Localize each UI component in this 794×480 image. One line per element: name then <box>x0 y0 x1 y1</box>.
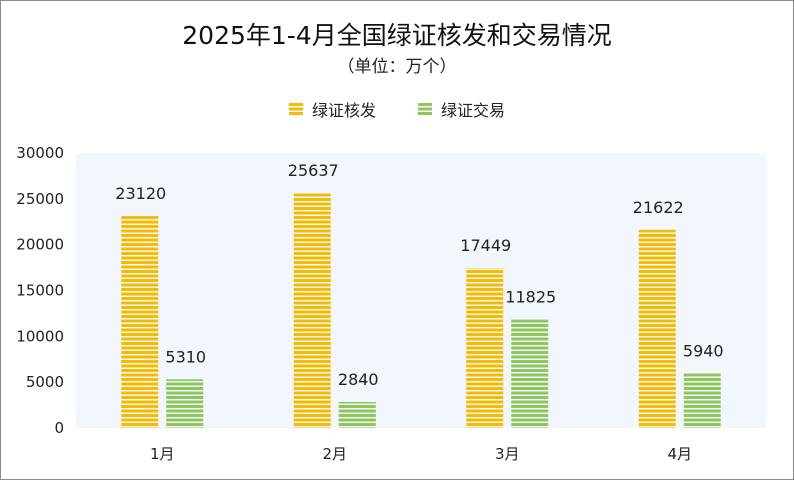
data-label-traded: 11825 <box>505 288 556 307</box>
legend-label-traded: 绿证交易 <box>441 101 506 120</box>
y-tick-label: 0 <box>54 419 64 437</box>
y-tick-label: 10000 <box>16 327 64 345</box>
legend-swatch-traded <box>418 102 432 116</box>
bar-issued <box>466 268 504 428</box>
legend-label-issued: 绿证核发 <box>311 101 376 120</box>
x-tick-label: 4月 <box>667 445 692 463</box>
legend-swatch-issued <box>288 102 303 116</box>
bar-traded <box>511 319 549 428</box>
chart-subtitle: （单位：万个） <box>337 57 457 77</box>
data-label-traded: 5940 <box>683 342 724 361</box>
data-label-traded: 5310 <box>165 347 206 366</box>
chart-title: 2025年1-4月全国绿证核发和交易情况 <box>182 21 612 50</box>
x-tick-label: 1月 <box>150 445 175 463</box>
bar-traded <box>166 379 204 428</box>
data-label-issued: 25637 <box>288 161 339 180</box>
x-tick-label: 2月 <box>322 445 347 463</box>
legend-item-traded: 绿证交易 <box>418 97 505 121</box>
bar-traded <box>683 373 721 428</box>
y-tick-label: 30000 <box>16 144 64 162</box>
legend: 绿证核发 绿证交易 <box>0 97 794 121</box>
x-tick-label: 3月 <box>495 445 520 463</box>
bar-issued <box>121 216 159 428</box>
y-tick-label: 5000 <box>26 373 64 391</box>
data-label-issued: 21622 <box>633 198 684 217</box>
legend-item-issued: 绿证核发 <box>288 97 376 121</box>
data-label-issued: 17449 <box>460 236 511 255</box>
bar-issued <box>638 229 676 428</box>
y-tick-label: 15000 <box>16 282 64 300</box>
bar-traded <box>338 401 376 428</box>
data-label-issued: 23120 <box>115 184 166 203</box>
bar-issued <box>293 192 331 428</box>
y-tick-label: 25000 <box>16 190 64 208</box>
data-label-traded: 2840 <box>338 370 379 389</box>
y-tick-label: 20000 <box>16 236 64 254</box>
